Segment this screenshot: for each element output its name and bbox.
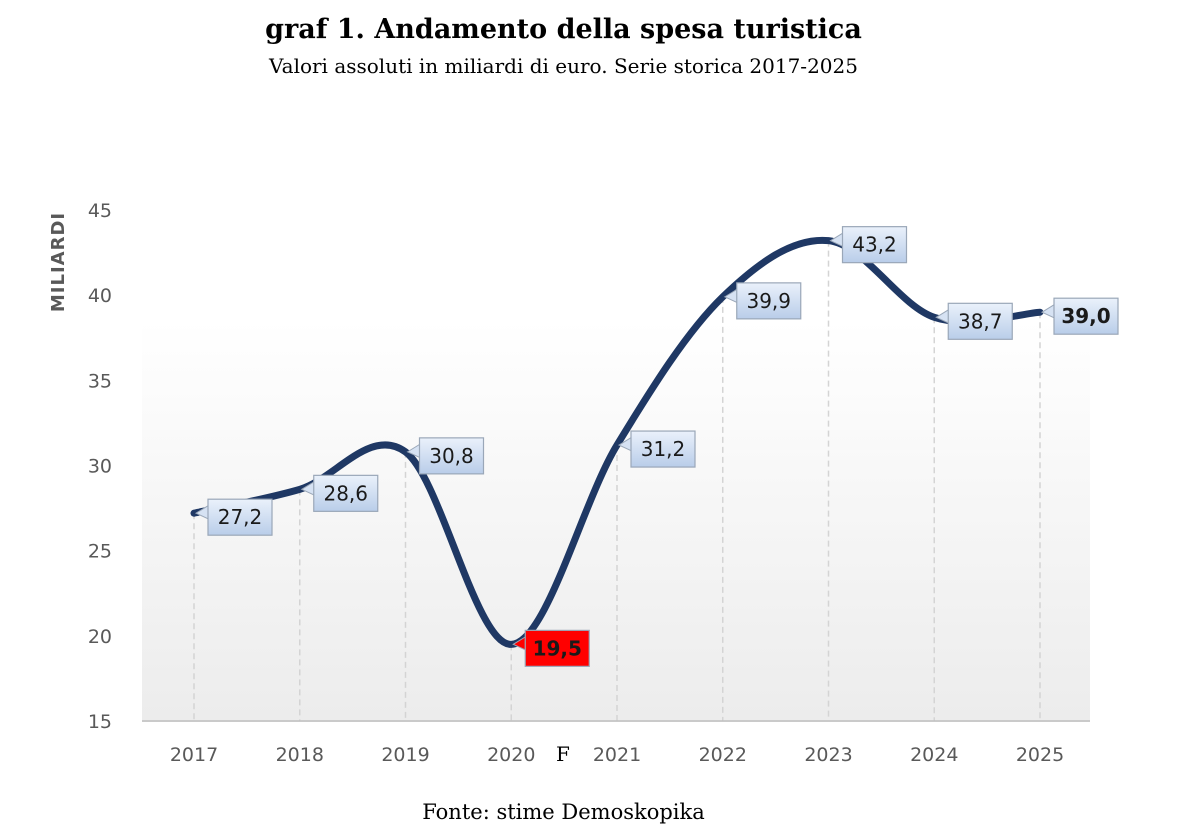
y-tick-label: 15 [88, 711, 112, 733]
y-tick-label: 20 [88, 626, 112, 648]
data-label: 30,8 [429, 444, 474, 468]
x-tick-label: 2018 [276, 744, 324, 766]
data-label: 27,2 [218, 505, 263, 529]
y-tick-label: 35 [88, 370, 112, 392]
chart-subtitle: Valori assoluti in miliardi di euro. Ser… [269, 54, 858, 78]
data-label-callout: 27,2 [194, 498, 273, 536]
x-tick-label: 2021 [593, 744, 641, 766]
data-label: 43,2 [852, 233, 897, 257]
data-label-callout: 30,8 [406, 437, 485, 475]
data-label-callout: 43,2 [829, 226, 908, 264]
x-tick-label: 2017 [170, 744, 218, 766]
x-tick-label: 2025 [1016, 744, 1064, 766]
data-label-callout: 39,9 [723, 282, 802, 320]
data-label-callout: 28,6 [300, 474, 379, 512]
x-tick-label: 2023 [804, 744, 852, 766]
y-tick-label: 45 [88, 200, 112, 222]
data-label: 38,7 [958, 309, 1003, 333]
y-tick-label: 30 [88, 456, 112, 478]
x-tick-label: 2024 [910, 744, 958, 766]
x-tick-label: 2022 [699, 744, 747, 766]
data-label: 19,5 [533, 636, 582, 660]
data-label-callout: 31,2 [617, 430, 696, 468]
x-tick-label: 2019 [381, 744, 429, 766]
data-label-callout: 38,7 [935, 302, 1013, 340]
data-label-callout: 19,5 [512, 629, 590, 667]
y-tick-label: 40 [88, 285, 112, 307]
chart-source: Fonte: stime Demoskopika [422, 800, 705, 824]
chart-title: graf 1. Andamento della spesa turistica [265, 14, 862, 45]
data-label: 28,6 [323, 481, 368, 505]
forecast-marker: F [556, 742, 570, 766]
data-label: 39,9 [746, 289, 791, 313]
data-label-callout: 39,0 [1040, 297, 1119, 335]
series-line [190, 236, 1044, 648]
plot-background [142, 320, 1090, 722]
y-tick-label: 25 [88, 541, 112, 563]
x-tick-label: 2020 [487, 744, 535, 766]
y-axis-label: MILIARDI [48, 212, 69, 312]
data-label: 31,2 [641, 437, 686, 461]
data-label: 39,0 [1061, 304, 1110, 328]
